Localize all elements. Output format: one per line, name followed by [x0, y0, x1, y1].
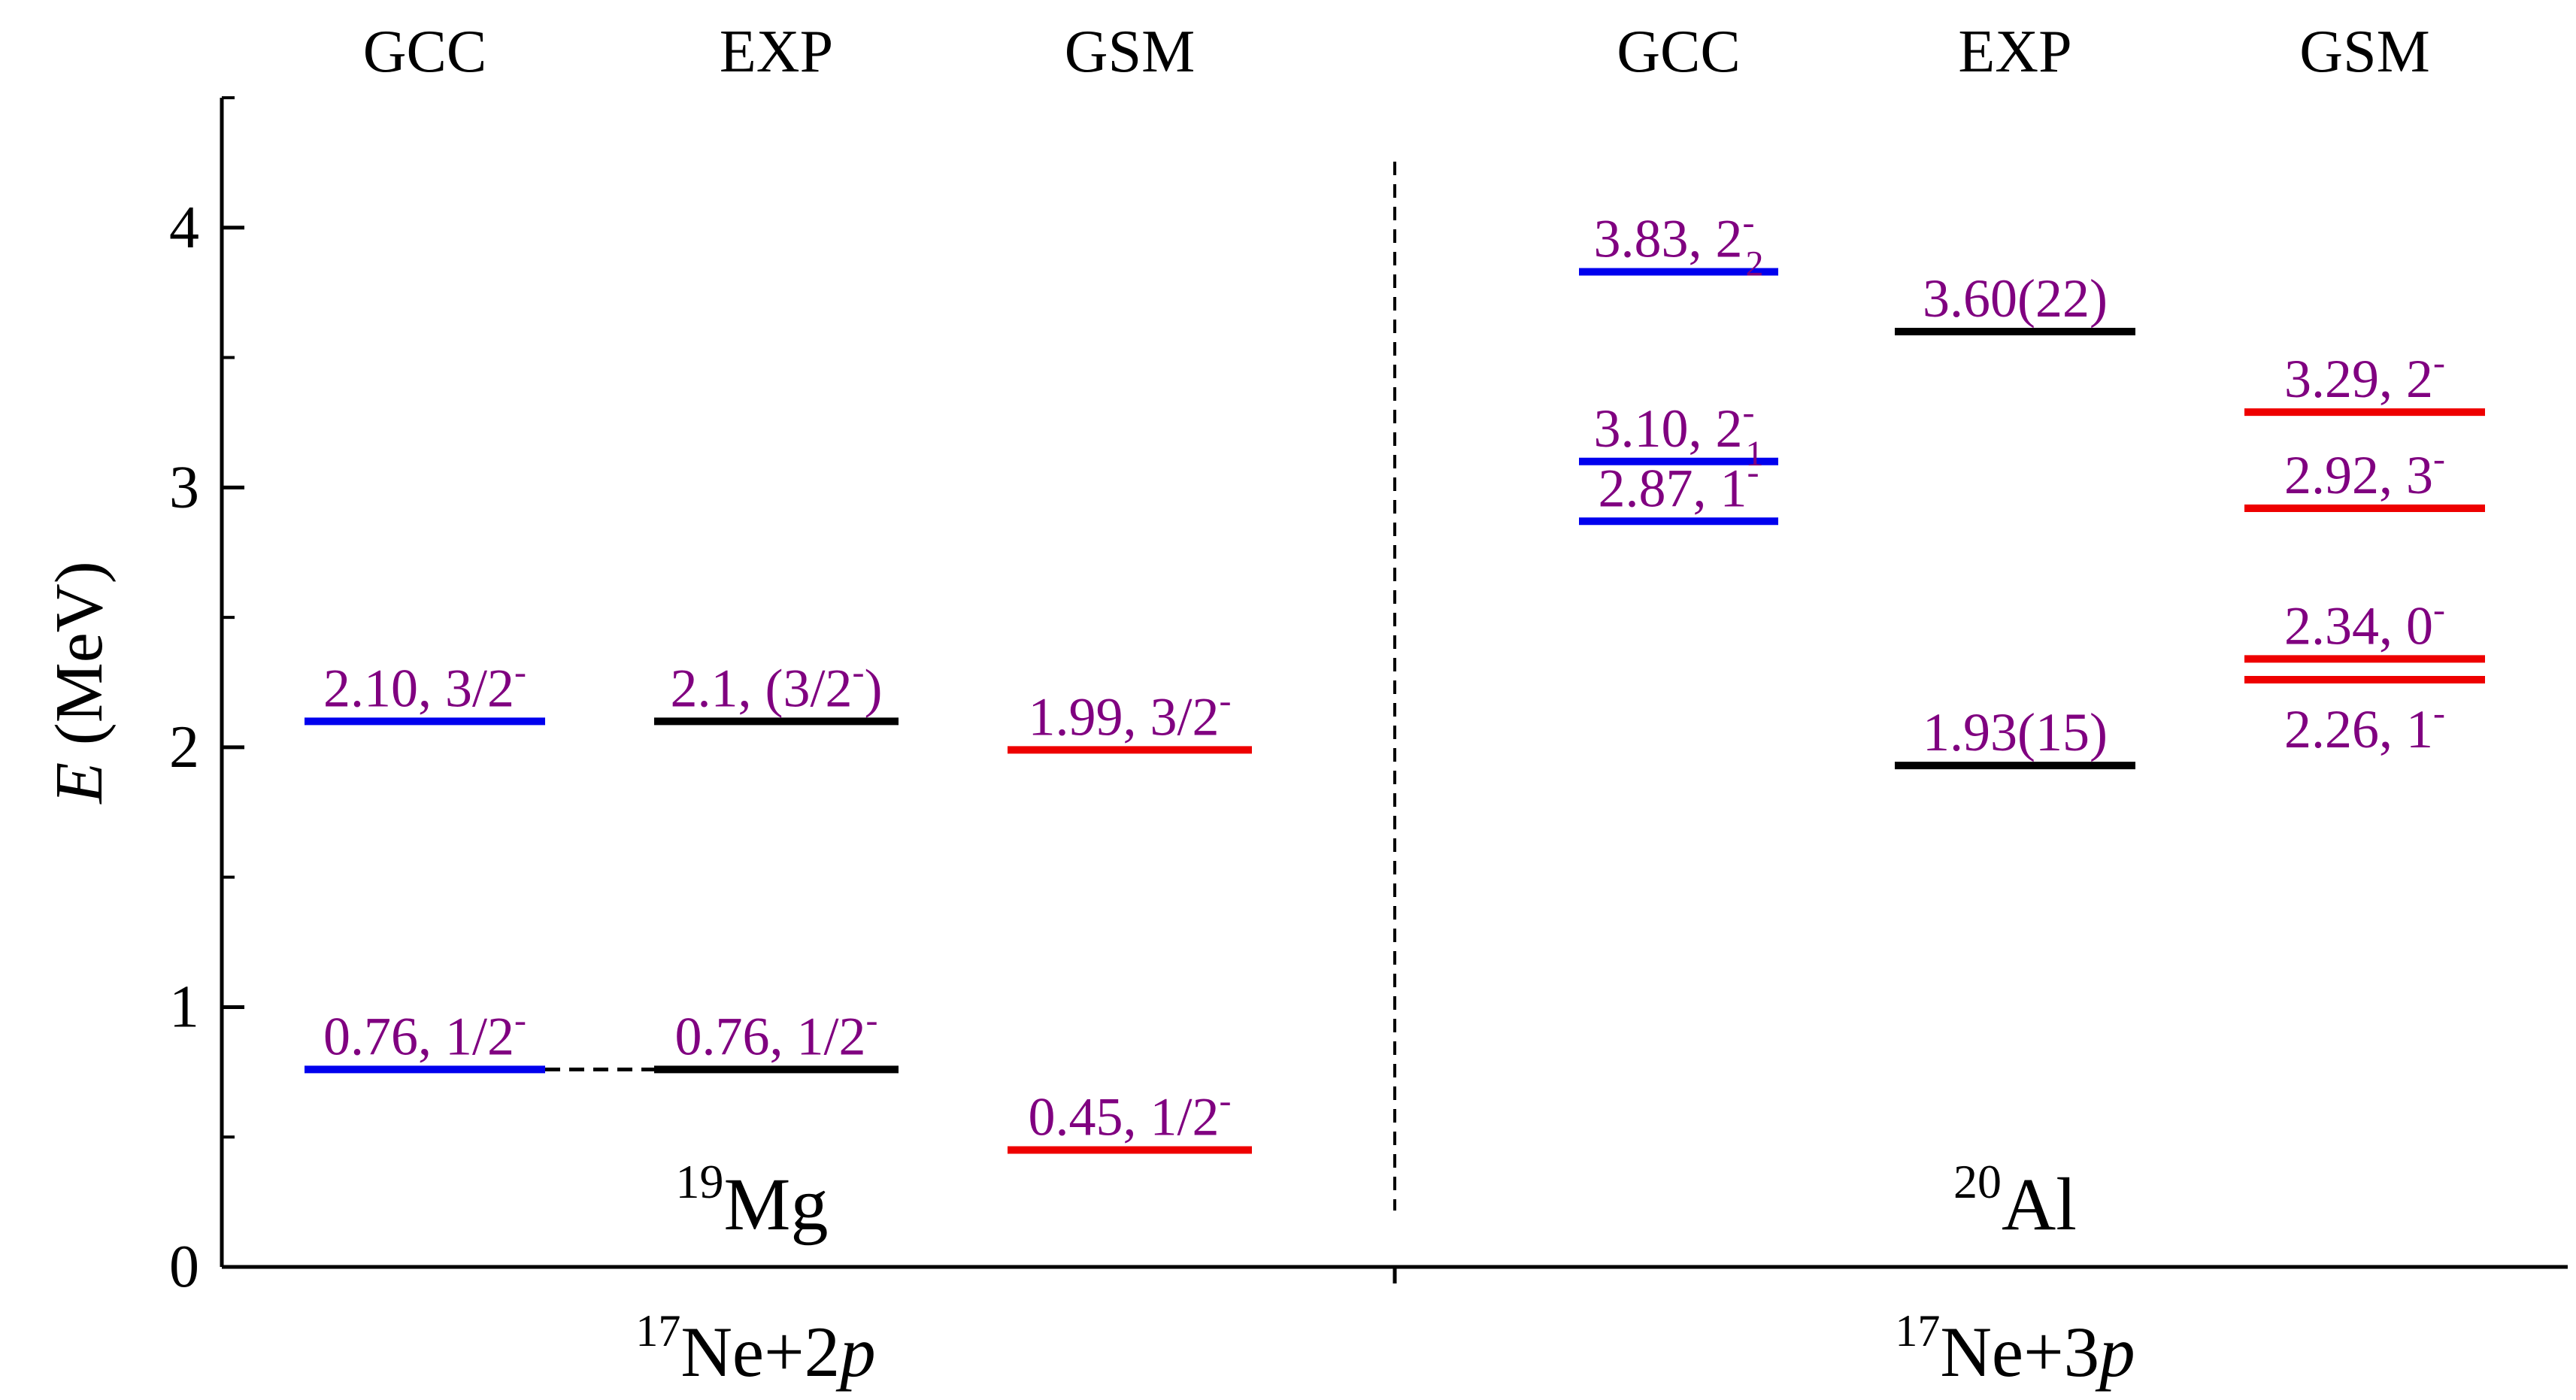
- column-header-gcc: GCC: [363, 19, 487, 85]
- channel-labels: 17Ne+2p 17Ne+3p: [635, 1306, 2135, 1392]
- nucleus-label: 20Al: [1953, 1155, 2077, 1246]
- column-header-exp: EXP: [1958, 19, 2071, 85]
- y-tick-label: 2: [169, 714, 199, 780]
- level-label: 3.29, 2-​: [2284, 343, 2445, 409]
- y-axis-title: E (MeV): [42, 561, 117, 805]
- column-header-exp: EXP: [720, 19, 833, 85]
- level-label: 0.45, 1/2-​: [1029, 1081, 1232, 1147]
- column-header-gsm: GSM: [2299, 19, 2429, 85]
- y-tick-label: 3: [169, 454, 199, 520]
- energy-levels: 2.10, 3/2-​ 0.76, 1/2-​ 2.1, (3/2-) 0.76, 1…: [305, 203, 2485, 1154]
- level-label: 2.1, (3/2-): [671, 652, 883, 718]
- y-tick-label: 1: [169, 974, 199, 1040]
- column-headers: GCC EXP GSM GCC EXP GSM: [363, 19, 2430, 85]
- level-label: 1.99, 3/2-​: [1029, 680, 1232, 747]
- level-label: 0.76, 1/2-​: [323, 1000, 526, 1066]
- level-label: 2.10, 3/2-​: [323, 652, 526, 718]
- channel-label: 17Ne+3p: [1895, 1306, 2135, 1392]
- y-tick-label: 4: [169, 195, 199, 261]
- y-axis-ticks: 0 1 2 3 4: [169, 96, 244, 1300]
- level-label: 1.93(15): [1923, 702, 2108, 762]
- level-label: 2.87, 1-​: [1599, 452, 1759, 518]
- y-axis-label: E (MeV): [42, 561, 117, 805]
- nucleus-label: 19Mg: [676, 1155, 829, 1246]
- column-header-gcc: GCC: [1617, 19, 1741, 85]
- y-tick-label: 0: [169, 1234, 199, 1300]
- level-label: 2.92, 3-​: [2284, 439, 2445, 505]
- level-label: 0.76, 1/2-​: [675, 1000, 878, 1066]
- nucleus-labels: 19Mg 20Al: [676, 1155, 2077, 1246]
- level-label: 3.10, 2-1​: [1594, 392, 1764, 474]
- level-label: 3.83, 2-2​: [1594, 203, 1764, 284]
- channel-label: 17Ne+2p: [635, 1306, 875, 1392]
- axes-frame: [220, 98, 2568, 1283]
- column-header-gsm: GSM: [1065, 19, 1195, 85]
- level-label: 3.60(22): [1923, 268, 2108, 329]
- level-label: 2.34, 0-​: [2284, 589, 2445, 656]
- level-label: 2.26, 1-​: [2284, 693, 2445, 759]
